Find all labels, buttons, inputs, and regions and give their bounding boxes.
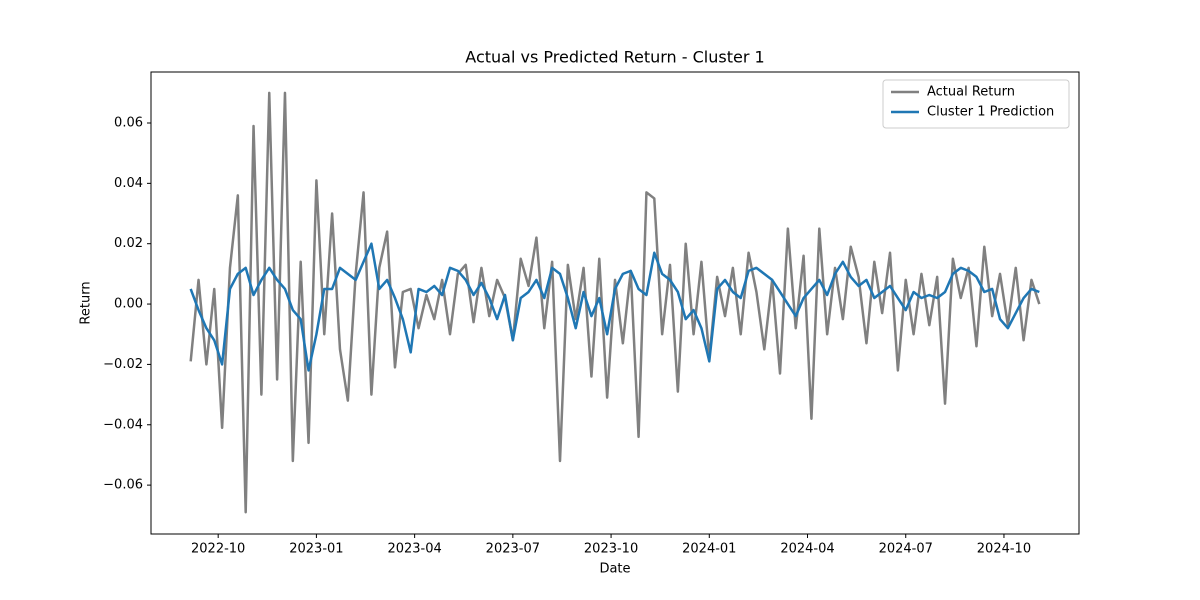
x-tick-label: 2023-07 [486,542,540,557]
y-tick-label: 0.00 [114,297,143,312]
x-tick-label: 2023-04 [387,542,441,557]
x-tick-label: 2024-07 [879,542,933,557]
legend-label: Actual Return [927,85,1015,100]
x-tick-label: 2023-01 [289,542,343,557]
y-axis-label: Return [79,281,94,324]
x-axis-label: Date [599,562,630,577]
chart-title: Actual vs Predicted Return - Cluster 1 [465,48,764,67]
x-tick-label: 2024-01 [682,542,736,557]
y-tick-label: −0.02 [103,357,143,372]
y-tick-label: 0.02 [114,236,143,251]
series-line [189,91,1041,514]
series-line [189,242,1040,372]
legend-box [882,79,1070,129]
x-tick-label: 2024-04 [780,542,834,557]
y-tick-label: −0.04 [103,417,143,432]
y-tick-label: 0.06 [114,115,143,130]
x-tick-label: 2024-10 [977,542,1031,557]
x-tick-label: 2022-10 [191,542,245,557]
y-tick-label: 0.04 [114,176,143,191]
plot-frame [150,71,1080,535]
y-tick-label: −0.06 [103,478,143,493]
legend-label: Cluster 1 Prediction [927,105,1054,120]
x-tick-label: 2023-10 [584,542,638,557]
